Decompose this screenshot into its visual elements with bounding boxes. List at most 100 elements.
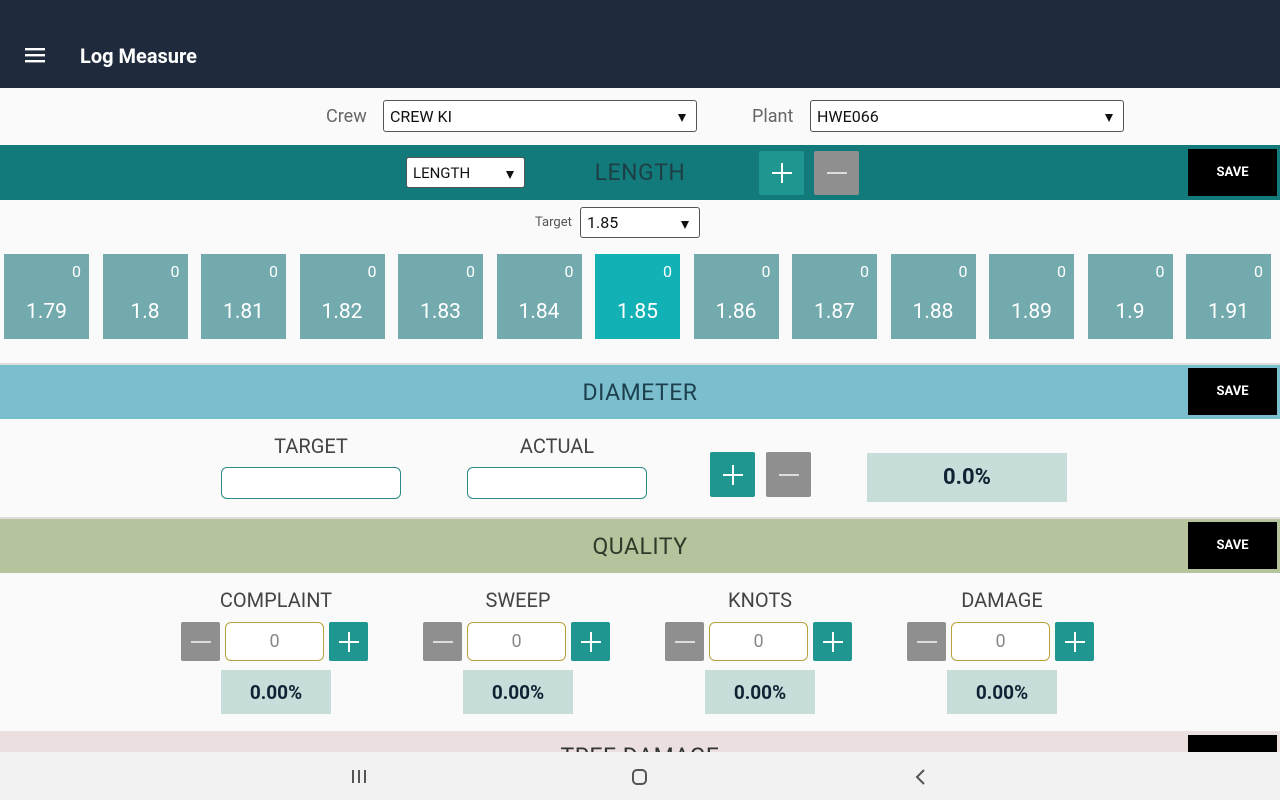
length-tile[interactable]: 0 1.88 [890,254,976,339]
tile-value: 1.86 [715,300,757,324]
count-input[interactable]: 0 [951,622,1050,661]
plant-label: Plant [752,106,794,127]
back-button[interactable] [913,768,929,786]
count-input[interactable]: 0 [467,622,566,661]
tile-value: 1.83 [420,300,461,324]
length-tile[interactable]: 0 1.9 [1087,254,1173,339]
crew-dropdown[interactable]: CREW KI [383,100,697,132]
add-button[interactable] [759,151,804,195]
tile-count: 0 [1057,262,1066,281]
tile-value: 1.9 [1115,300,1145,324]
length-tile[interactable]: 0 1.91 [1186,254,1271,339]
increment-button[interactable] [329,622,368,661]
quality-percent: 0.00% [947,670,1057,714]
app-bar: Log Measure [0,0,1280,88]
save-button[interactable]: SAVE [1188,149,1277,196]
increment-button[interactable] [813,622,852,661]
quality-title: QUALITY [592,532,688,560]
length-tile[interactable]: 0 1.83 [398,254,483,339]
tile-count: 0 [860,262,869,281]
length-tile[interactable]: 0 1.79 [4,254,89,339]
count-input[interactable]: 0 [225,622,324,661]
crew-label: Crew [326,106,367,127]
recents-button[interactable] [350,769,370,785]
quality-percent: 0.00% [221,670,331,714]
target-input[interactable] [221,467,401,499]
decrement-button[interactable] [907,622,946,661]
tile-value: 1.87 [814,300,855,324]
length-tile[interactable]: 0 1.84 [496,254,582,339]
tile-count: 0 [466,262,475,281]
tile-count: 0 [367,262,377,281]
plant-dropdown[interactable]: HWE066 [810,100,1124,132]
tile-count: 0 [170,262,180,281]
length-title: LENGTH [594,159,686,186]
save-button[interactable]: SAVE [1188,368,1277,415]
length-dropdown[interactable]: LENGTH [406,157,525,188]
nav-bar [0,752,1280,800]
increment-button[interactable] [1055,622,1094,661]
length-tile[interactable]: 0 1.81 [201,254,286,339]
quality-label: SWEEP [485,588,551,612]
tile-value: 1.91 [1208,300,1249,324]
quality-header: QUALITY [0,519,1280,573]
divider [0,363,1280,365]
tile-count: 0 [564,262,574,281]
divider [0,517,1280,519]
tile-count: 0 [958,262,968,281]
decrement-button[interactable] [423,622,462,661]
decrement-button[interactable] [665,622,704,661]
tile-count: 0 [72,262,81,281]
tile-value: 1.88 [912,300,954,324]
length-tile[interactable]: 0 1.82 [299,254,385,339]
home-button[interactable] [631,768,649,786]
tree-damage-header: TREE DAMAGE [0,731,1280,752]
quality-items: COMPLAINT 0 0.00% SWEEP 0 0.00% KNOTS 0 0.00% DAM… [0,574,1280,729]
remove-button[interactable] [814,151,859,195]
length-header: LENGTH [0,145,1280,200]
target-label: Target [535,215,572,230]
save-button[interactable]: SAVE [1188,522,1277,569]
actual-label: ACTUAL [519,434,595,458]
remove-button[interactable] [766,452,811,497]
tile-count: 0 [663,262,672,281]
tile-value: 1.79 [26,300,67,324]
tile-value: 1.81 [223,300,264,324]
app-title: Log Measure [80,44,197,68]
tile-value: 1.82 [321,300,363,324]
menu-icon[interactable] [25,47,47,65]
quality-label: KNOTS [728,588,792,612]
quality-label: DAMAGE [961,588,1043,612]
tile-count: 0 [1155,262,1165,281]
diameter-title: DIAMETER [582,378,698,406]
quality-label: COMPLAINT [219,588,333,612]
length-tile[interactable]: 0 1.85 [595,254,680,339]
decrement-button[interactable] [181,622,220,661]
length-tile[interactable]: 0 1.8 [102,254,188,339]
actual-input[interactable] [467,467,647,499]
length-tile[interactable]: 0 1.87 [792,254,877,339]
length-tile[interactable]: 0 1.89 [989,254,1074,339]
save-button[interactable] [1188,735,1277,752]
quality-percent: 0.00% [463,670,573,714]
diameter-percent: 0.0% [867,453,1067,502]
tile-value: 1.8 [130,300,160,324]
tile-count: 0 [1254,262,1263,281]
diameter-header: DIAMETER [0,365,1280,419]
tile-count: 0 [761,262,771,281]
filter-row: Crew CREW KI Plant HWE066 [0,88,1280,145]
tile-count: 0 [269,262,278,281]
tree-damage-title: TREE DAMAGE [560,743,719,752]
tile-value: 1.89 [1011,300,1052,324]
length-tiles: 0 1.79 0 1.8 0 1.81 0 1.82 0 1.83 0 1.84 0 1.85 0 1.86 0… [0,254,1280,340]
quality-percent: 0.00% [705,670,815,714]
increment-button[interactable] [571,622,610,661]
count-input[interactable]: 0 [709,622,808,661]
target-dropdown[interactable]: 1.85 [580,207,700,238]
add-button[interactable] [710,452,755,497]
length-tile[interactable]: 0 1.86 [693,254,779,339]
tile-value: 1.84 [518,300,560,324]
